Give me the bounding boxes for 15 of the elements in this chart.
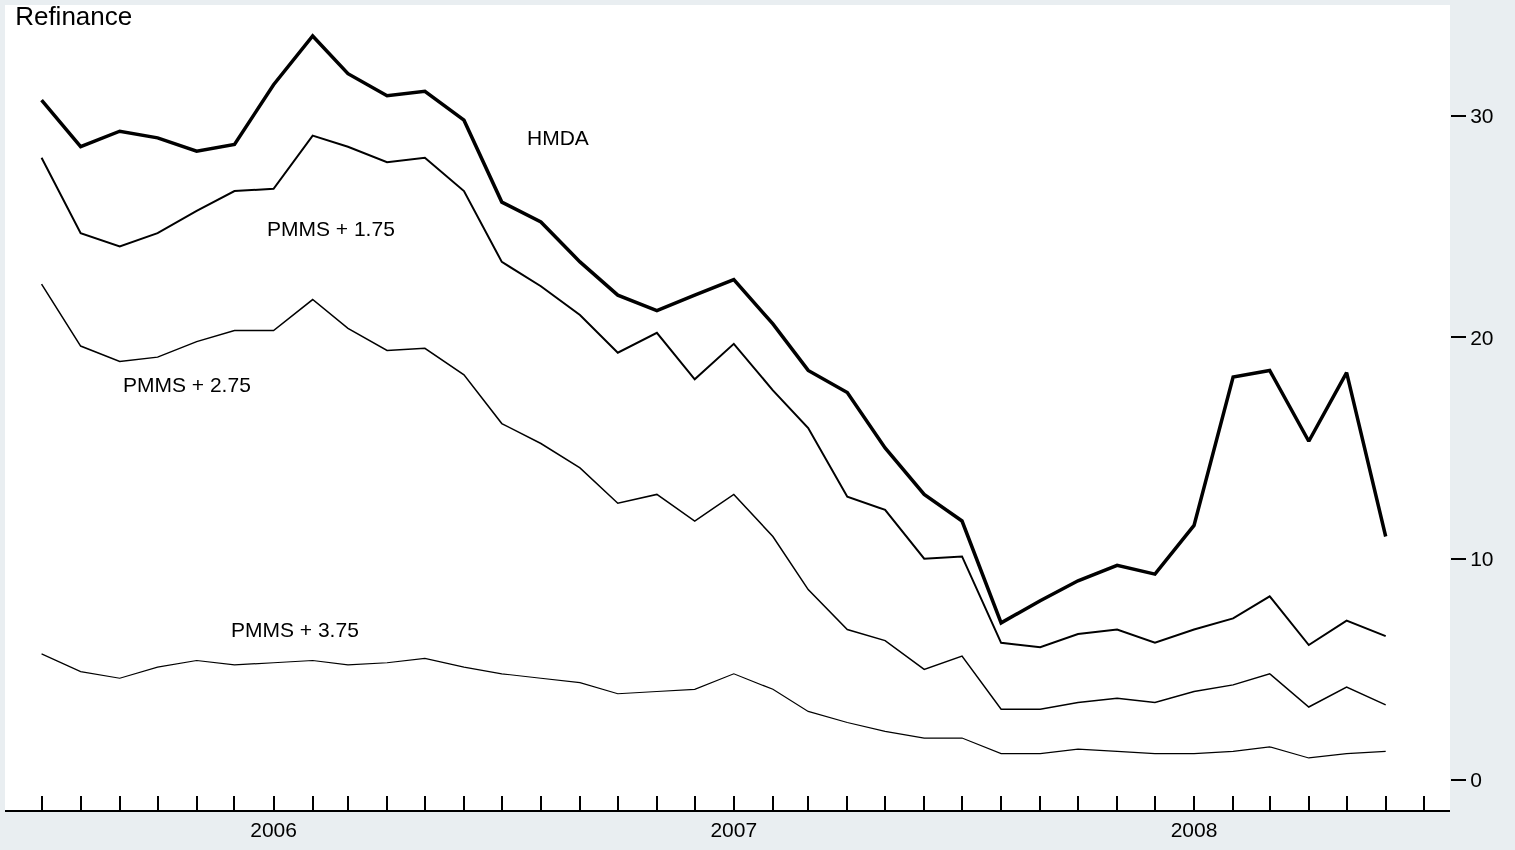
- series-label: PMMS + 2.75: [123, 373, 251, 396]
- line-series: [39, 34, 1388, 625]
- series-label: PMMS + 1.75: [267, 217, 395, 240]
- y-tick-label: 0: [1470, 768, 1482, 792]
- x-tick-label: 2008: [1170, 818, 1218, 842]
- line-series: [40, 653, 1387, 759]
- x-tick-label: 2006: [250, 818, 297, 842]
- text: HMDA: [527, 126, 589, 149]
- y-tick-label: 20: [1470, 325, 1494, 349]
- series-label: PMMS + 3.75: [231, 618, 359, 641]
- x-tick-label: 2007: [710, 818, 758, 842]
- line-series: [40, 283, 1387, 710]
- y-tick-label: 30: [1470, 104, 1494, 128]
- y-tick-label: 10: [1470, 547, 1494, 570]
- chart-title: Refinance: [15, 1, 133, 31]
